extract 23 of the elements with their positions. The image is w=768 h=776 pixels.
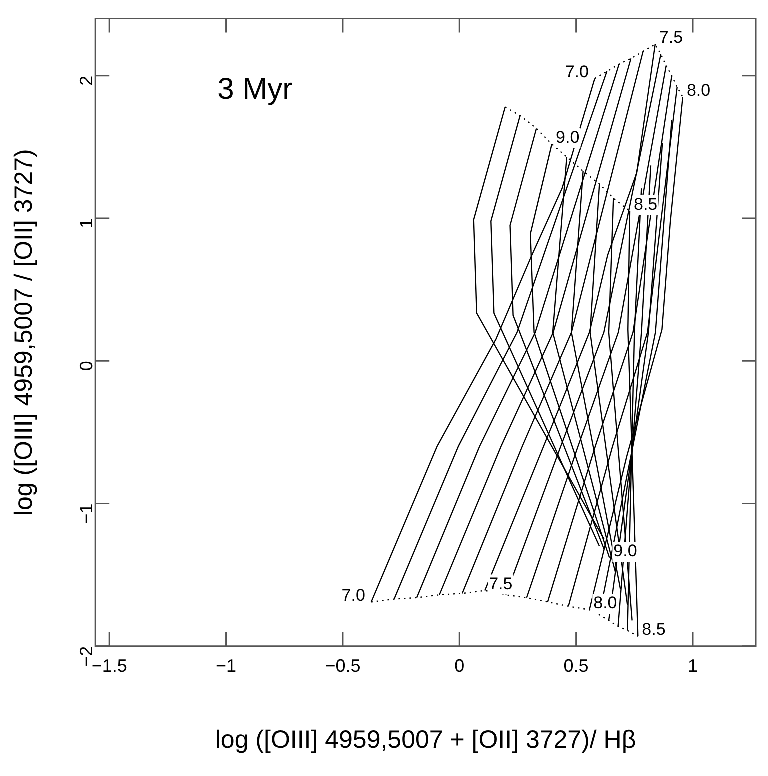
annotation: 9.0 [556, 128, 580, 148]
y-tick-label: 1 [76, 218, 97, 229]
x-tick-label: 0.5 [564, 656, 589, 676]
x-axis-title: log ([OIII] 4959,5007 + [OII] 3727)/ Hβ [215, 726, 636, 754]
y-tick-label: 0 [76, 361, 97, 372]
y-tick-label: −1 [76, 504, 97, 524]
annotation: 8.0 [686, 80, 711, 100]
x-tick-label: −1 [216, 656, 237, 676]
annotation: 7.0 [565, 62, 589, 82]
y-axis-title: log ([OIII] 4959,5007 / [OII] 3727) [10, 149, 38, 516]
annotation: 7.5 [489, 574, 513, 594]
annotation: 8.5 [642, 620, 666, 640]
annotation: 8.5 [634, 195, 658, 214]
annotation: 3 Myr [218, 73, 293, 106]
x-tick-label: 1 [688, 656, 698, 676]
x-tick-label: −1.5 [92, 656, 128, 676]
x-tick-label: −0.5 [325, 656, 361, 676]
x-tick-label: 0 [454, 656, 465, 676]
annotation: 8.0 [594, 594, 618, 613]
annotation: 7.5 [659, 28, 684, 48]
y-tick-label: 2 [76, 76, 97, 86]
annotation: 7.0 [342, 586, 366, 605]
annotation: 9.0 [614, 542, 638, 561]
